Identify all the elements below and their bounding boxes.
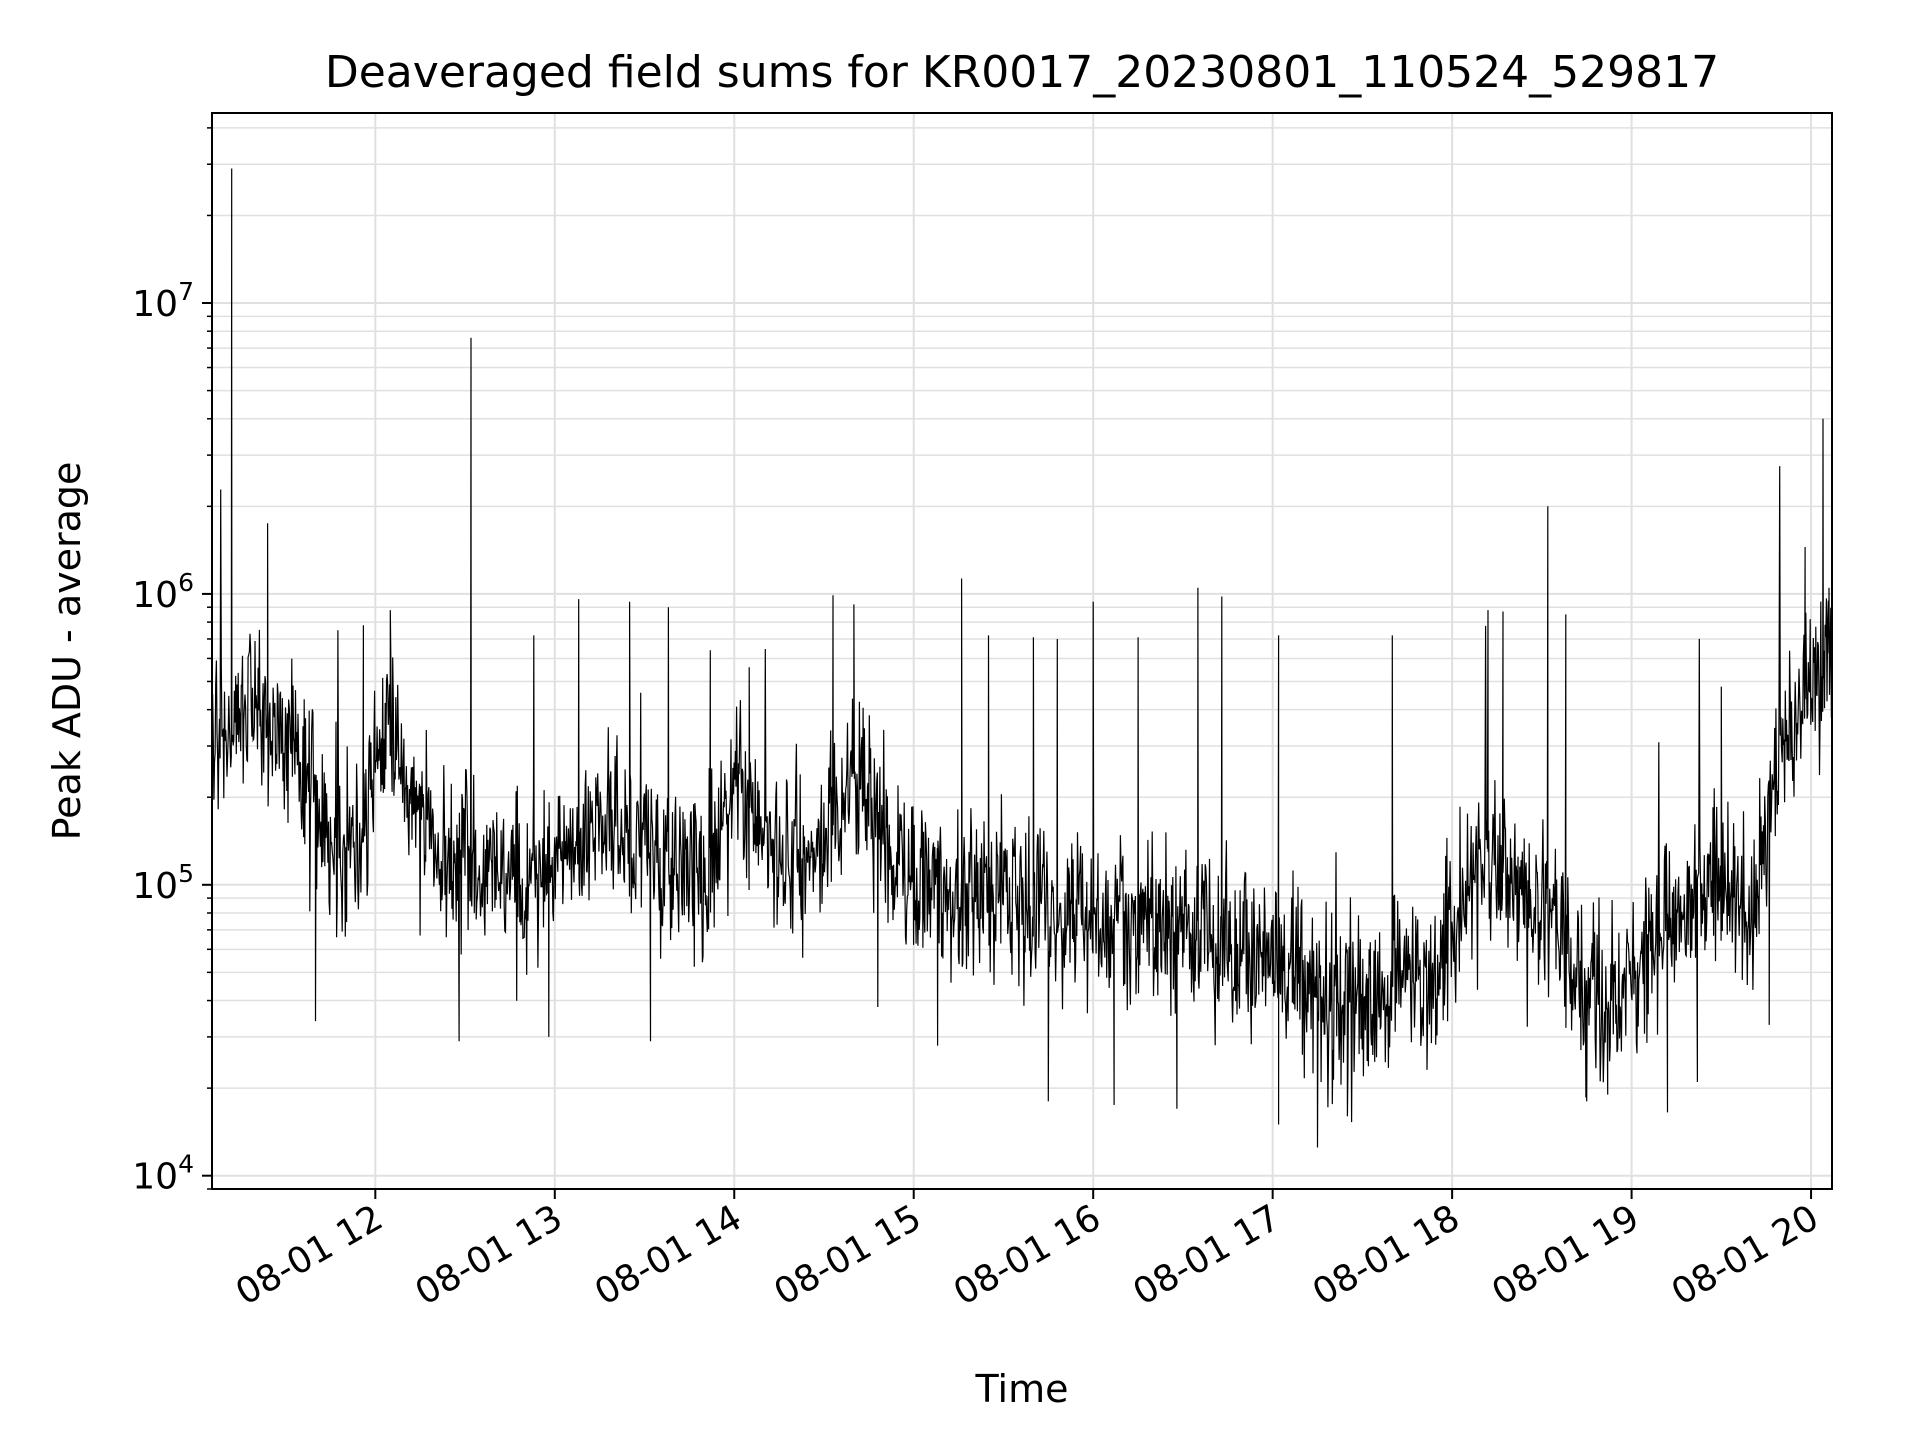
series-line [211, 168, 1833, 1148]
chart-title: Deaveraged field sums for KR0017_2023080… [325, 47, 1719, 98]
y-tick-label: 106 [132, 568, 194, 616]
x-axis-label: Time [975, 1367, 1069, 1411]
y-tick-label: 105 [132, 859, 194, 907]
y-tick-label: 104 [132, 1150, 194, 1198]
y-tick-label: 107 [132, 277, 194, 325]
y-axis-label: Peak ADU - average [45, 462, 89, 841]
plot-frame [211, 112, 1833, 1190]
data-series [211, 168, 1833, 1148]
plot-area-background [212, 113, 1832, 1189]
